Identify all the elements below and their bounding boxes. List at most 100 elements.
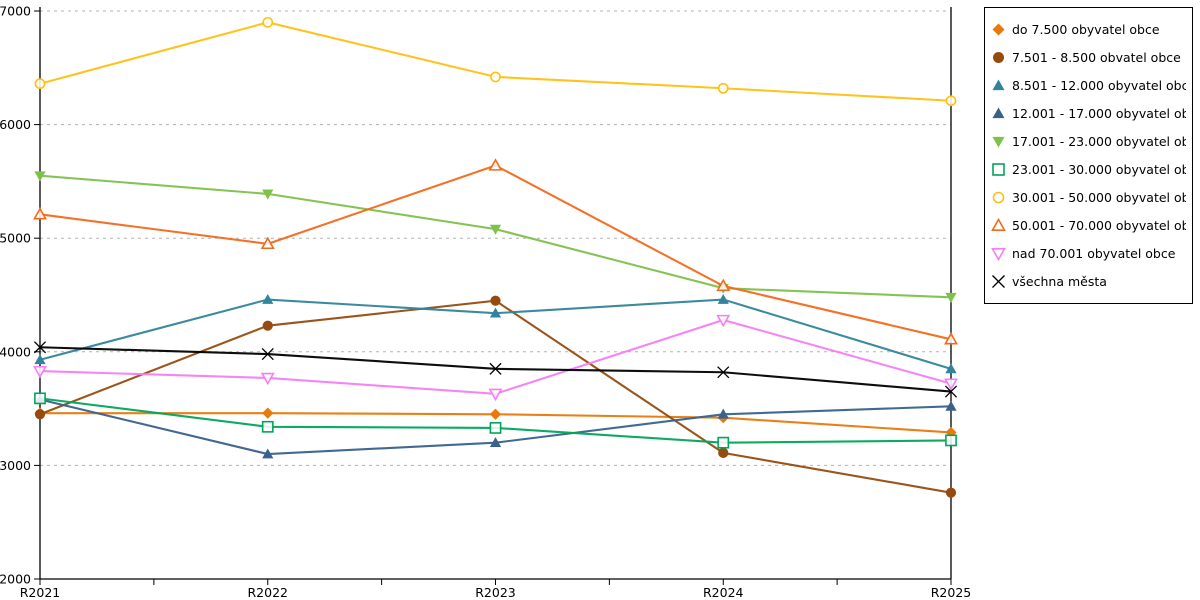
circle-open-marker-icon <box>34 78 46 90</box>
series-line <box>39 318 952 395</box>
diamond-marker-icon <box>489 408 502 420</box>
triangle-up-open-marker-icon <box>991 218 1006 232</box>
triangle-down-marker-icon <box>34 171 46 182</box>
triangle-up-open-marker-icon <box>716 278 731 292</box>
series-3 <box>34 293 957 374</box>
y-tick-label: 6000 <box>0 117 31 132</box>
circle-open-marker-icon <box>992 191 1005 204</box>
series-line <box>39 174 952 299</box>
circle-open-marker-icon <box>262 16 274 28</box>
x-cross-marker-icon <box>992 275 1005 289</box>
x-tick-label: R2022 <box>248 585 289 600</box>
triangle-down-marker-icon <box>945 292 957 303</box>
x-tick-label: R2023 <box>475 585 516 600</box>
triangle-up-marker-icon <box>992 107 1005 119</box>
triangle-down-open-marker-icon <box>488 388 503 402</box>
square-open-marker-icon <box>945 434 957 447</box>
triangle-up-legend-icon <box>992 107 1005 119</box>
legend-label: 12.001 - 17.000 obyvatel obc... <box>1012 105 1186 121</box>
circle-marker-icon <box>993 51 1004 63</box>
series-10 <box>33 341 958 398</box>
circle-open-marker-icon <box>717 82 729 94</box>
legend-item: 17.001 - 23.000 obyvatel obc... <box>991 127 1186 155</box>
y-tick-label: 4000 <box>0 344 31 359</box>
triangle-up-open-marker-icon <box>488 158 503 171</box>
legend: do 7.500 obyvatel obce 7.501 - 8.500 obva… <box>984 7 1193 304</box>
circle-open-marker-icon <box>945 95 957 107</box>
series-8 <box>33 158 958 345</box>
circle-marker-icon <box>262 320 273 331</box>
legend-label: nad 70.001 obyvatel obce <box>1012 246 1176 262</box>
x-cross-marker-icon <box>261 348 274 361</box>
triangle-up-open-marker-icon <box>33 207 47 220</box>
legend-label: 7.501 - 8.500 obvatel obce <box>1012 49 1181 65</box>
triangle-up-marker-icon <box>34 354 46 365</box>
circle-marker-icon <box>718 447 729 459</box>
triangle-down-open-legend-icon <box>991 248 1006 262</box>
legend-item: 8.501 - 12.000 obyvatel obce <box>991 71 1186 99</box>
y-tick-label: 7000 <box>0 4 31 19</box>
triangle-up-open-legend-icon <box>991 218 1006 232</box>
triangle-down-open-marker-icon <box>716 314 731 328</box>
series-2 <box>34 295 957 498</box>
series-line <box>39 21 952 102</box>
y-tick-label: 3000 <box>0 458 31 473</box>
legend-label: 8.501 - 12.000 obyvatel obce <box>1012 77 1186 93</box>
circle-marker-icon <box>945 487 957 498</box>
x-cross-marker-icon <box>33 341 47 354</box>
triangle-up-marker-icon <box>262 448 274 459</box>
x-cross-marker-icon <box>944 385 958 398</box>
triangle-up-marker-icon <box>945 363 957 374</box>
triangle-down-marker-icon <box>992 136 1005 148</box>
legend-label: do 7.500 obyvatel obce <box>1012 21 1160 37</box>
triangle-down-marker-icon <box>262 189 274 200</box>
x-cross-marker-icon <box>489 362 502 375</box>
legend-item: 23.001 - 30.000 obyvatel obc... <box>991 155 1186 183</box>
legend-item: do 7.500 obyvatel obce <box>991 15 1186 43</box>
circle-marker-icon <box>34 409 46 420</box>
legend-label: 23.001 - 30.000 obyvatel obc... <box>1012 162 1186 178</box>
series-7 <box>34 16 957 107</box>
x-cross-marker-icon <box>717 366 730 379</box>
triangle-up-marker-icon <box>489 307 502 318</box>
triangle-up-open-marker-icon <box>260 236 275 250</box>
legend-item: 50.001 - 70.000 obyvatel obc... <box>991 212 1186 240</box>
legend-label: všechna města <box>1012 274 1107 290</box>
x-tick-label: R2024 <box>703 585 744 600</box>
triangle-up-marker-icon <box>717 408 729 419</box>
diamond-marker-icon <box>262 407 274 419</box>
triangle-up-marker-icon <box>945 400 957 411</box>
x-tick-label: R2025 <box>931 585 972 600</box>
square-open-marker-icon <box>489 422 502 434</box>
square-open-marker-icon <box>34 392 46 405</box>
circle-open-legend-icon <box>992 191 1005 204</box>
square-open-marker-icon <box>992 163 1005 176</box>
triangle-down-open-marker-icon <box>991 248 1006 262</box>
triangle-up-marker-icon <box>262 293 274 304</box>
series-line <box>39 397 952 444</box>
legend-label: 30.001 - 50.000 obyvatel obc... <box>1012 190 1186 206</box>
x-cross-legend-icon <box>992 275 1005 289</box>
legend-item: všechna města <box>991 268 1186 296</box>
x-tick-label: R2021 <box>20 585 61 600</box>
triangle-down-marker-icon <box>489 224 502 235</box>
diamond-marker-icon <box>992 23 1005 36</box>
circle-open-marker-icon <box>490 71 501 83</box>
y-tick-label: 5000 <box>0 231 31 246</box>
triangle-down-open-marker-icon <box>33 365 47 379</box>
series-9 <box>33 314 958 402</box>
triangle-up-open-marker-icon <box>944 332 958 345</box>
square-open-legend-icon <box>992 163 1005 176</box>
triangle-down-open-marker-icon <box>260 372 275 386</box>
square-open-marker-icon <box>717 436 730 449</box>
series-6 <box>34 392 957 449</box>
legend-item: nad 70.001 obyvatel obce <box>991 240 1186 268</box>
legend-label: 50.001 - 70.000 obyvatel obc... <box>1012 218 1186 234</box>
triangle-down-open-marker-icon <box>944 378 958 391</box>
y-tick-label: 2000 <box>0 572 31 587</box>
series-5 <box>34 171 957 303</box>
legend-item: 30.001 - 50.000 obyvatel obc... <box>991 184 1186 212</box>
legend-label: 17.001 - 23.000 obyvatel obc... <box>1012 133 1186 149</box>
circle-marker-icon <box>490 295 501 306</box>
